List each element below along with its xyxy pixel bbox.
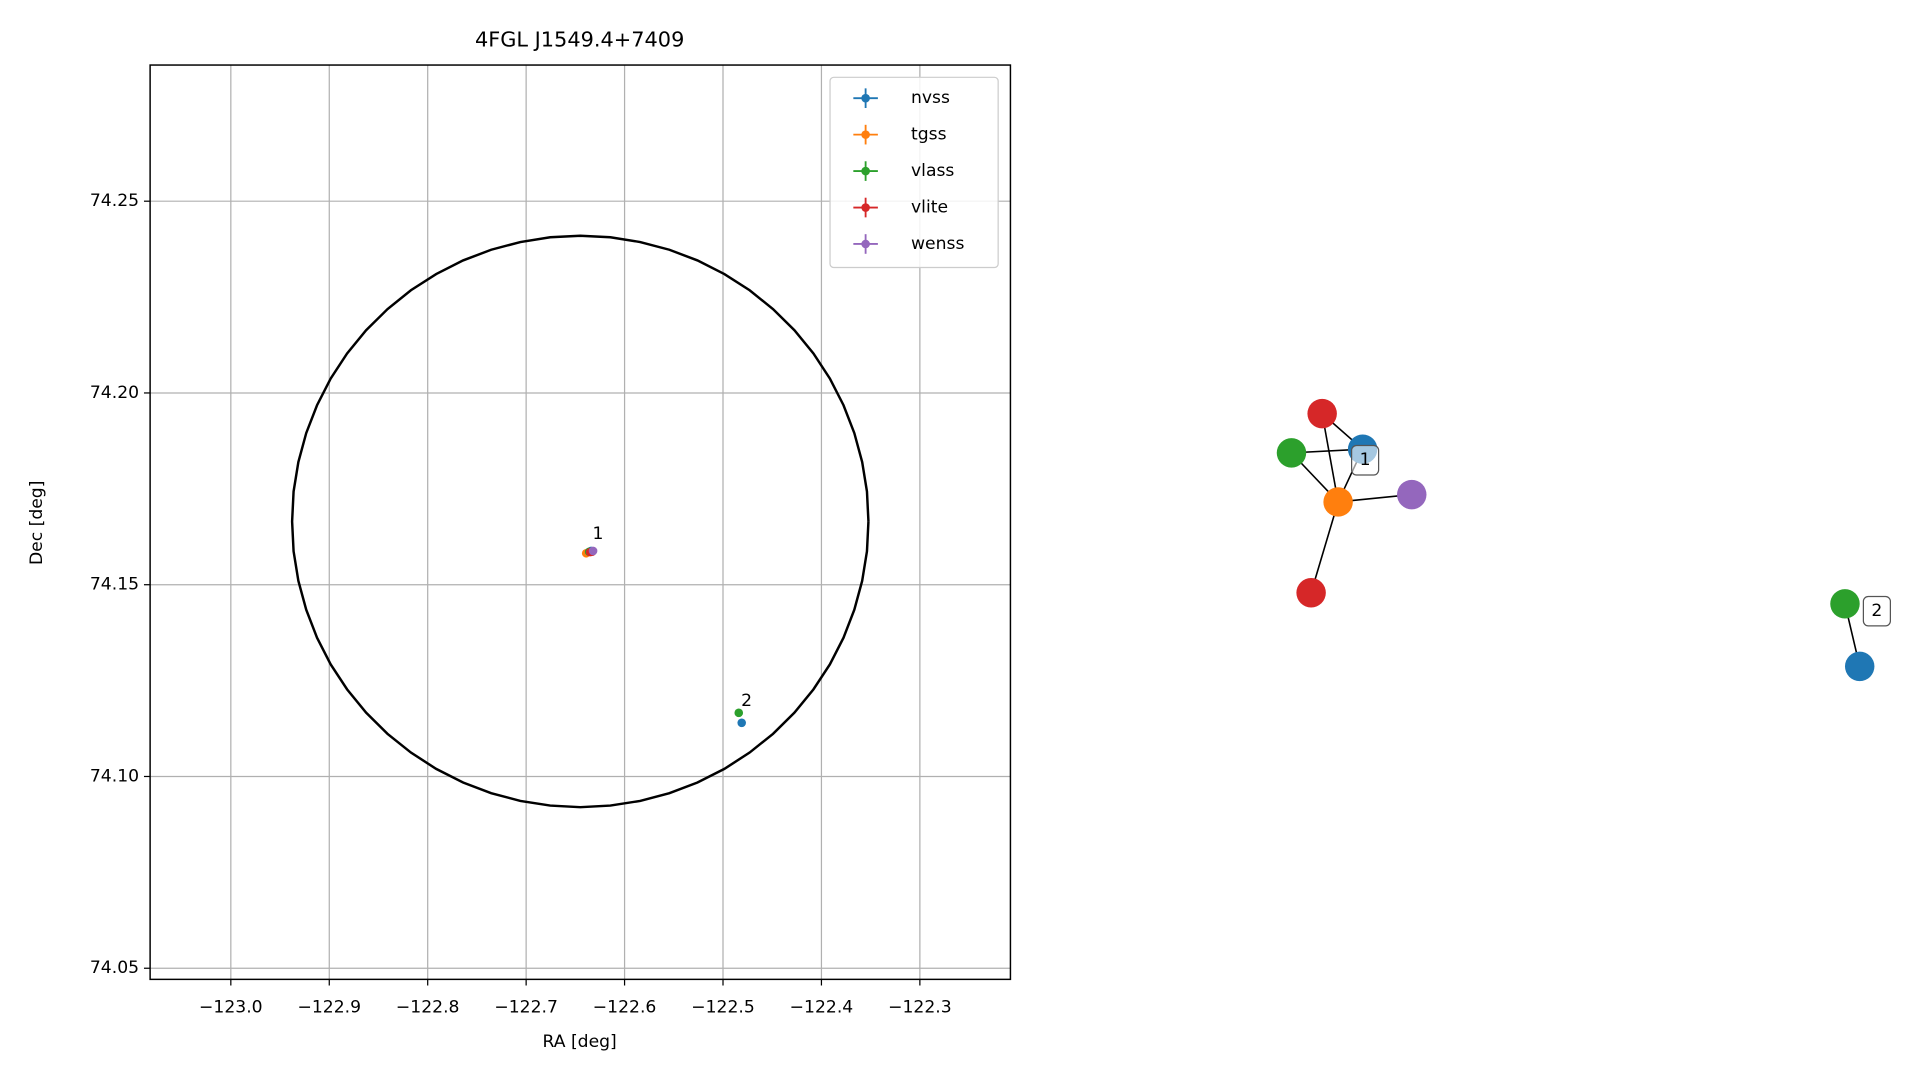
x-tick-label: −122.8 [396, 998, 460, 1018]
legend-swatch [861, 166, 870, 176]
y-tick-label: 74.05 [90, 958, 139, 978]
node-label: 1 [1360, 450, 1371, 470]
node-label: 2 [1871, 601, 1882, 621]
node [1323, 487, 1353, 517]
x-tick-label: −122.9 [297, 998, 361, 1018]
annotation: 2 [741, 691, 752, 711]
legend-label: nvss [911, 88, 950, 108]
legend-label: vlite [911, 198, 948, 218]
y-tick-label: 74.15 [90, 575, 139, 595]
x-tick-label: −123.0 [199, 998, 263, 1018]
x-tick-label: −122.6 [593, 998, 657, 1018]
legend-box [829, 76, 999, 269]
plot-frame [149, 64, 1012, 981]
chart-title: 4FGL J1549.4+7409 [475, 28, 684, 52]
legend-swatch [861, 203, 870, 212]
edge [1321, 413, 1339, 503]
point [734, 708, 744, 718]
node [1397, 479, 1427, 510]
x-tick-label: −122.3 [888, 998, 952, 1018]
node [1844, 651, 1875, 682]
node [1276, 438, 1307, 468]
node [1830, 589, 1860, 619]
y-axis-label: Dec [deg] [27, 481, 47, 565]
legend-label: vlass [911, 161, 954, 181]
y-tick-label: 74.25 [90, 191, 139, 211]
x-tick-label: −122.7 [494, 998, 558, 1018]
legend-swatch [861, 239, 870, 249]
node [1296, 578, 1326, 608]
point [737, 718, 747, 728]
legend-swatch [861, 93, 870, 103]
label-box [1351, 444, 1380, 476]
x-tick-label: −122.5 [691, 998, 755, 1018]
legend-label: tgss [911, 125, 947, 145]
localization-circle [290, 234, 870, 809]
legend-swatch [861, 130, 870, 139]
x-axis-label: RA [deg] [543, 1032, 617, 1052]
legend-label: wenss [911, 234, 964, 254]
point [588, 546, 598, 556]
y-tick-label: 74.10 [90, 766, 139, 786]
edge [1310, 501, 1339, 594]
x-tick-label: −122.4 [790, 998, 854, 1018]
node [1307, 398, 1337, 429]
y-tick-label: 74.20 [90, 383, 139, 403]
label-box [1862, 595, 1891, 627]
annotation: 1 [593, 524, 604, 544]
